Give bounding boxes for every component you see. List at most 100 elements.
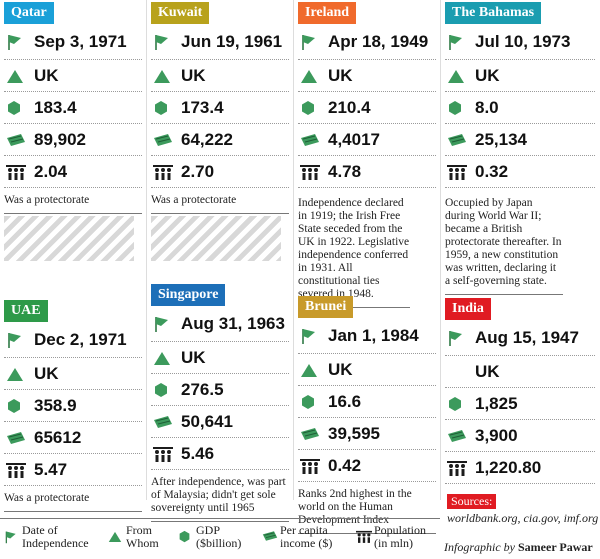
people-icon: [447, 164, 467, 180]
legend-gdp: GDP ($billion): [178, 524, 250, 550]
country-card-bahamas: The Bahamas Jul 10, 1973 UK 8.0 25,134 0…: [445, 2, 595, 295]
population-row: 5.46: [151, 438, 289, 470]
gdp-value: 1,825: [475, 393, 518, 413]
money-icon: [301, 133, 319, 146]
income-value: 25,134: [475, 129, 527, 149]
from-row: UK: [445, 60, 595, 92]
population-row: 0.32: [445, 156, 595, 188]
flag-icon: [302, 34, 315, 50]
from-row: UK: [151, 60, 289, 92]
country-note: Independence declared in 1919; the Irish…: [298, 188, 410, 308]
country-tag: UAE: [4, 300, 48, 322]
column-divider: [293, 0, 294, 500]
column-divider: [440, 0, 441, 500]
money-icon: [7, 431, 25, 444]
date-value: Apr 18, 1949: [328, 31, 429, 51]
money-icon: [262, 531, 278, 541]
credit-prefix: Infographic by: [444, 540, 515, 554]
country-card-qatar: Qatar Sep 3, 1971 UK 183.4 89,902 2.04 W…: [4, 2, 142, 214]
flag-icon: [449, 330, 462, 346]
triangle-icon: [448, 69, 464, 83]
triangle-icon: [7, 69, 23, 83]
income-row: 4,4017: [298, 124, 436, 156]
money-icon: [154, 133, 172, 146]
flag-icon: [155, 34, 168, 50]
legend-income: Per capita income ($): [262, 524, 350, 550]
flag-icon: [155, 316, 168, 332]
country-tag: Qatar: [4, 2, 54, 24]
date-row: Aug 15, 1947: [445, 320, 595, 356]
date-value: Jul 10, 1973: [475, 31, 571, 51]
date-row: Jun 19, 1961: [151, 24, 289, 60]
empty-hatch: [151, 216, 281, 261]
legend-population-label: Population (in mln): [374, 523, 427, 550]
date-value: Dec 2, 1971: [34, 329, 127, 349]
sources-label: Sources:: [447, 494, 497, 509]
income-value: 39,595: [328, 423, 380, 443]
credit-name: Sameer Pawar: [518, 540, 593, 554]
country-note: Was a protectorate: [4, 188, 142, 214]
income-value: 65612: [34, 427, 82, 447]
population-value: 1,220.80: [475, 457, 542, 477]
flag-icon: [449, 34, 462, 50]
country-tag: Brunei: [298, 296, 354, 318]
date-row: Jan 1, 1984: [298, 318, 436, 354]
people-icon: [153, 446, 173, 462]
legend-gdp-label: GDP ($billion): [196, 523, 242, 550]
population-row: 4.78: [298, 156, 436, 188]
from-row: UK: [151, 342, 289, 374]
country-note: Occupied by Japan during World War II; b…: [445, 188, 563, 295]
income-row: 3,900: [445, 420, 595, 452]
gdp-value: 8.0: [475, 97, 499, 117]
country-tag: Ireland: [298, 2, 357, 24]
triangle-icon: [154, 351, 170, 365]
hexagon-icon: [8, 398, 20, 413]
date-value: Aug 15, 1947: [475, 327, 579, 347]
gdp-row: 210.4: [298, 92, 436, 124]
population-value: 5.47: [34, 459, 68, 479]
gdp-row: 16.6: [298, 386, 436, 418]
hexagon-icon: [155, 382, 167, 397]
people-icon: [6, 462, 26, 478]
gdp-value: 183.4: [34, 97, 77, 117]
infographic-credit: Infographic by Sameer Pawar: [444, 540, 593, 555]
from-value: UK: [475, 65, 500, 85]
country-card-kuwait: Kuwait Jun 19, 1961 UK 173.4 64,222 2.70…: [151, 2, 289, 214]
from-row: UK: [445, 356, 595, 388]
income-value: 3,900: [475, 425, 518, 445]
legend-date: Date of Independence: [4, 524, 96, 550]
income-row: 25,134: [445, 124, 595, 156]
gdp-value: 358.9: [34, 395, 77, 415]
country-card-india: India Aug 15, 1947 UK 1,825 3,900 1,220.…: [445, 298, 595, 484]
money-icon: [301, 427, 319, 440]
people-icon: [300, 458, 320, 474]
hexagon-icon: [155, 100, 167, 115]
hexagon-icon: [179, 530, 190, 543]
legend-income-label: Per capita income ($): [280, 523, 333, 550]
country-card-uae: UAE Dec 2, 1971 UK 358.9 65612 5.47 Was …: [4, 300, 142, 512]
from-value: UK: [181, 347, 206, 367]
from-row: UK: [4, 60, 142, 92]
from-row: UK: [298, 354, 436, 386]
date-row: Apr 18, 1949: [298, 24, 436, 60]
gdp-value: 16.6: [328, 391, 362, 411]
gdp-value: 173.4: [181, 97, 224, 117]
date-value: Sep 3, 1971: [34, 31, 127, 51]
date-row: Sep 3, 1971: [4, 24, 142, 60]
hexagon-icon: [302, 100, 314, 115]
income-value: 4,4017: [328, 129, 380, 149]
flag-icon: [8, 34, 21, 50]
income-row: 50,641: [151, 406, 289, 438]
from-value: UK: [475, 361, 500, 381]
hexagon-icon: [8, 100, 20, 115]
date-row: Dec 2, 1971: [4, 322, 142, 358]
triangle-icon: [301, 69, 317, 83]
gdp-row: 173.4: [151, 92, 289, 124]
income-value: 50,641: [181, 411, 233, 431]
money-icon: [7, 133, 25, 146]
flag-icon: [5, 531, 16, 544]
country-card-brunei: Brunei Jan 1, 1984 UK 16.6 39,595 0.42 R…: [298, 296, 436, 534]
hexagon-icon: [302, 394, 314, 409]
people-icon: [300, 164, 320, 180]
from-value: UK: [181, 65, 206, 85]
